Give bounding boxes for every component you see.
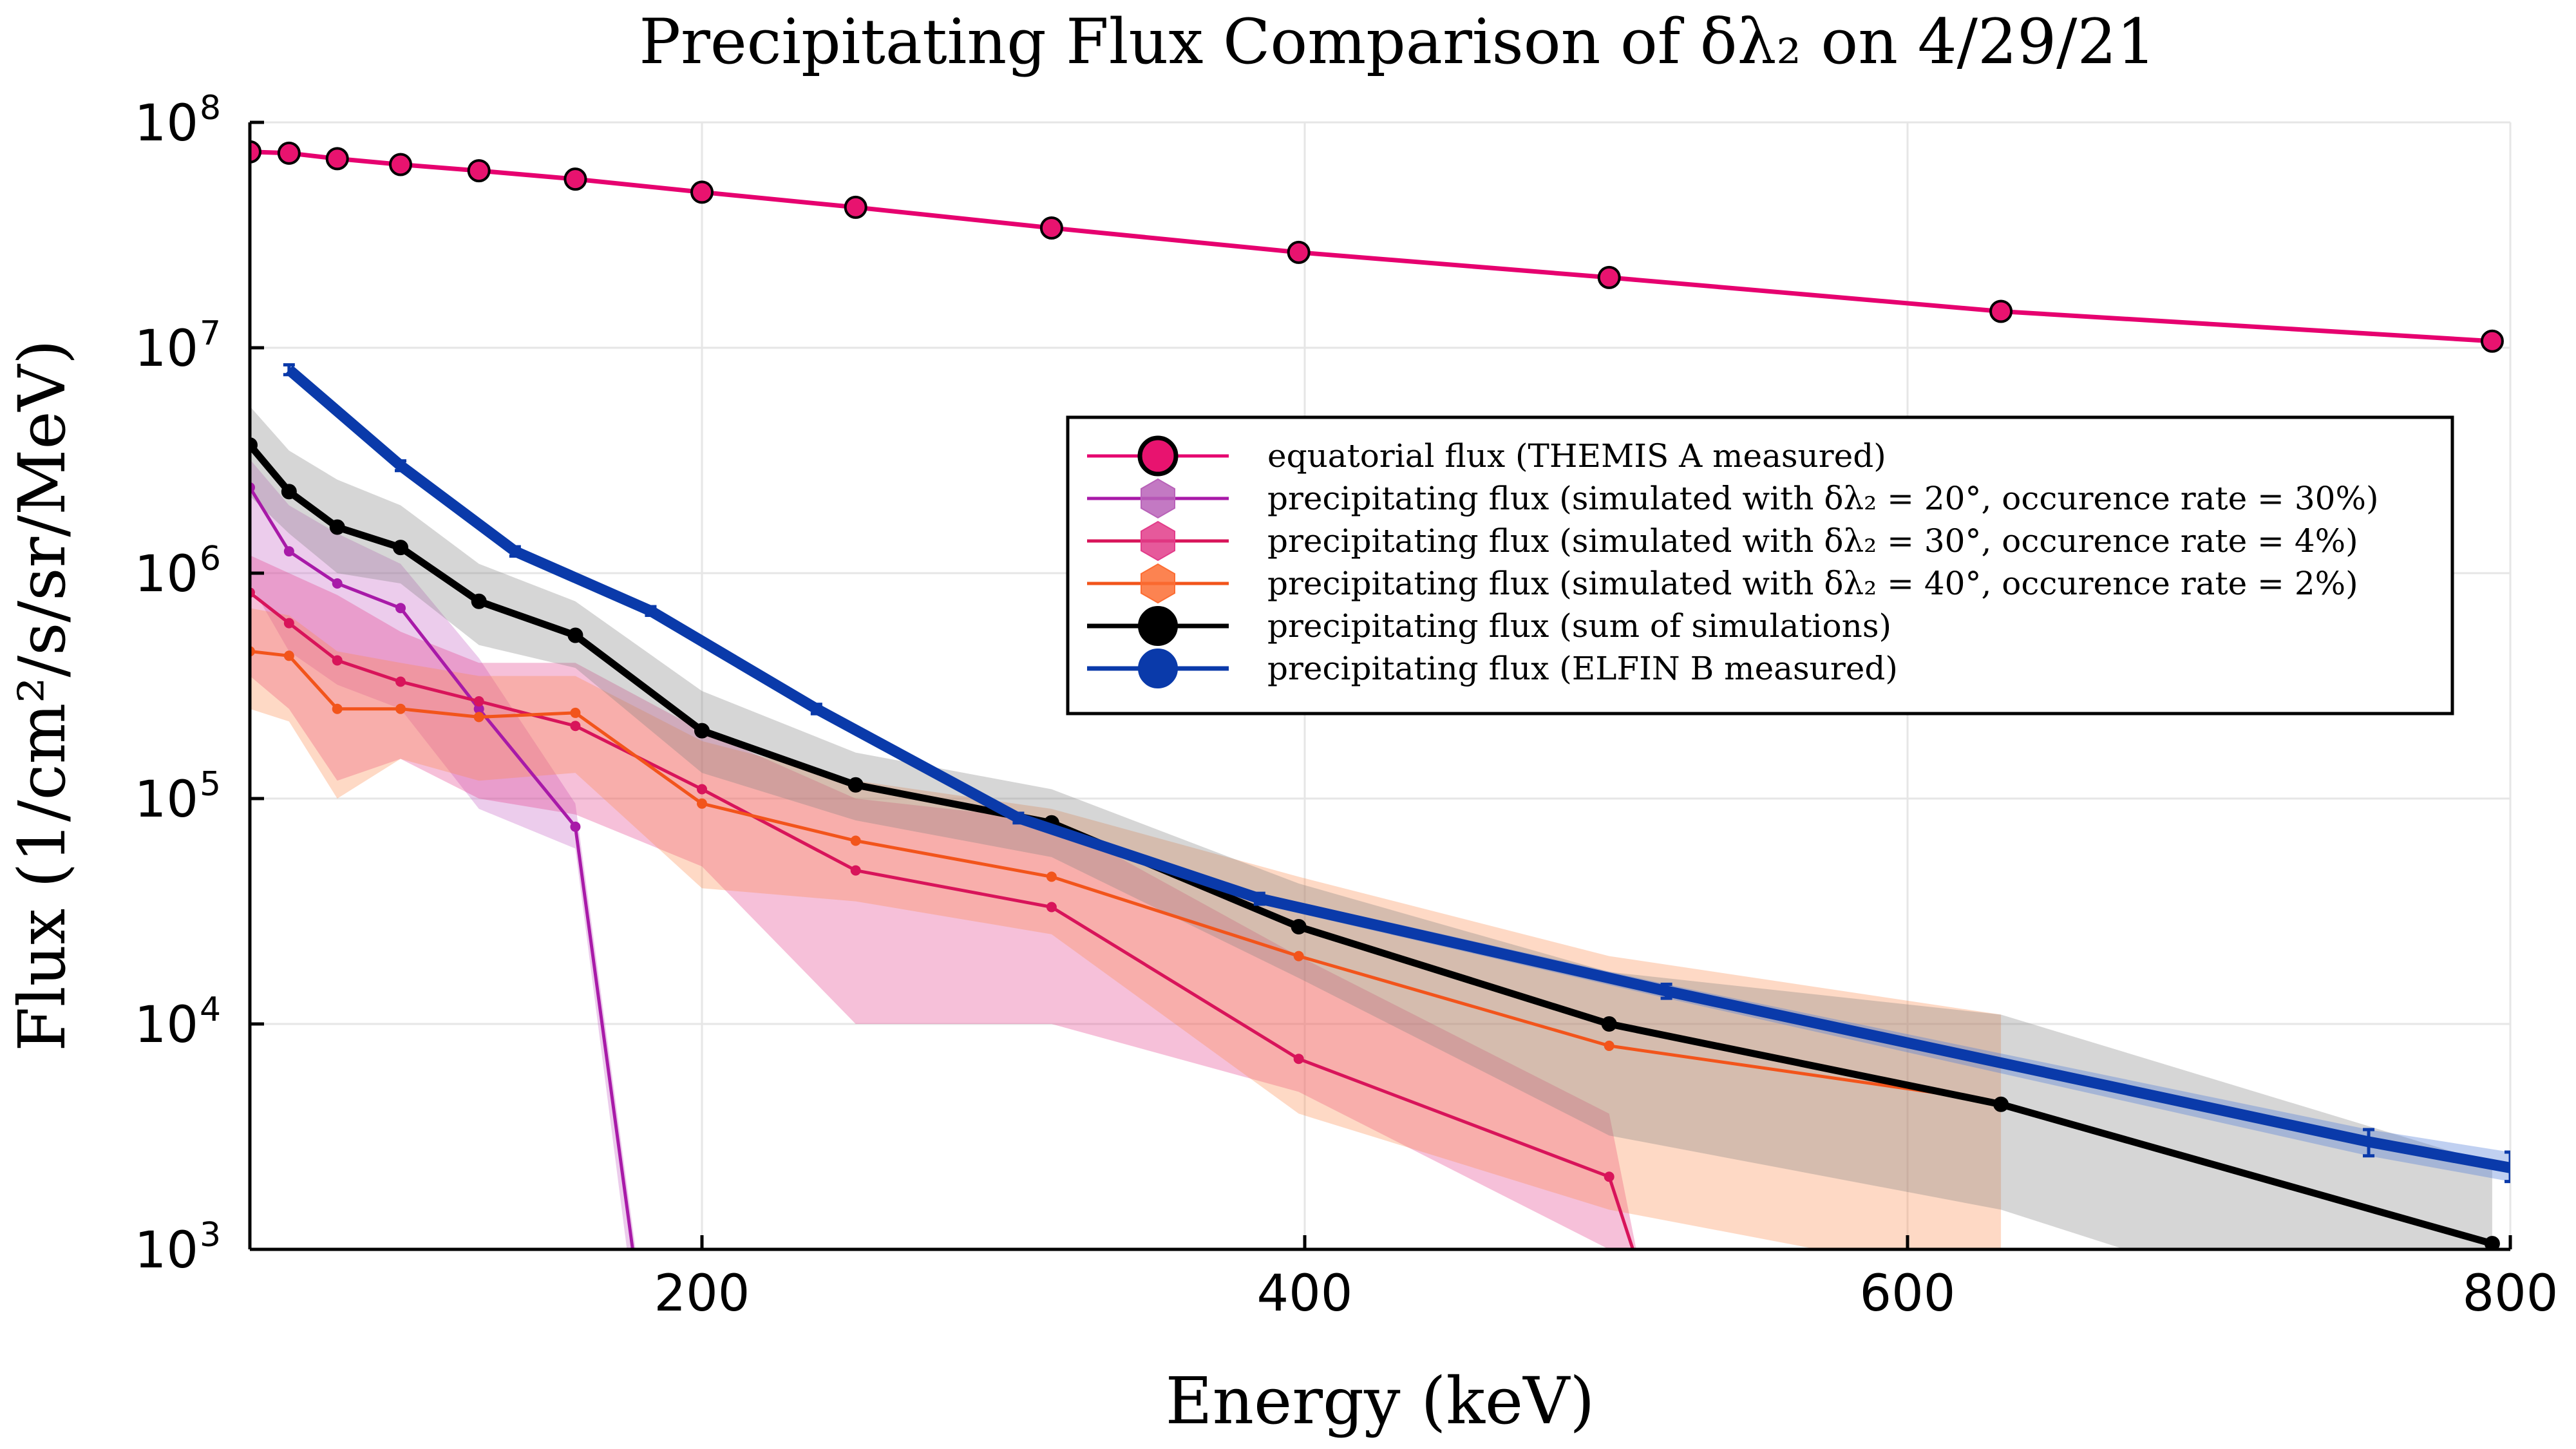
series-3-point <box>697 798 707 809</box>
series-2-point <box>1293 1054 1304 1065</box>
y-tick-exponent: 7 <box>200 314 221 353</box>
series-0-point <box>277 141 301 165</box>
legend-box <box>1066 415 2454 715</box>
series-1-point <box>570 821 581 832</box>
series-0-point <box>325 147 349 171</box>
series-4-point <box>567 627 583 643</box>
series-4-point <box>281 484 297 500</box>
series-1-band <box>250 459 636 1249</box>
series-1-point <box>283 546 294 557</box>
series-5-line <box>285 365 2510 1173</box>
legend-entry-label: precipitating flux (simulated with δλ₂ =… <box>1267 565 2358 602</box>
series-4-point <box>694 723 710 739</box>
series-2-point <box>473 696 484 707</box>
series-3-point <box>395 703 406 714</box>
series-2-point <box>332 655 343 666</box>
x-tick-label: 400 <box>1257 1265 1353 1323</box>
legend: equatorial flux (THEMIS A measured) preci… <box>1066 415 2454 715</box>
series-0-point <box>389 153 412 176</box>
legend-swatch-marker <box>1138 606 1178 646</box>
series-2-point <box>850 865 861 876</box>
series-2-point <box>1604 1171 1615 1182</box>
series-2-point <box>697 784 707 795</box>
series-4-point <box>1601 1016 1617 1032</box>
y-tick-exponent: 6 <box>200 540 221 578</box>
series-3-point <box>1046 871 1057 882</box>
x-axis-label: Energy (keV) <box>1166 1363 1595 1439</box>
series-2-point <box>1046 902 1057 913</box>
legend-entry-label: precipitating flux (simulated with δλ₂ =… <box>1267 480 2379 517</box>
series-1-point <box>631 1267 640 1276</box>
y-tick-exponent: 4 <box>200 990 221 1029</box>
y-tick-label: 10 <box>135 996 198 1054</box>
series-3-band <box>250 608 2002 1249</box>
series-3-point <box>1604 1040 1615 1051</box>
series-4-point <box>250 437 258 453</box>
y-tick-exponent: 5 <box>200 765 221 804</box>
series-4-point <box>471 593 487 609</box>
legend-swatch-marker <box>1137 435 1179 477</box>
y-tick-label: 10 <box>135 320 198 378</box>
legend-swatch-marker <box>1141 563 1175 604</box>
series-3-point <box>1293 951 1304 961</box>
legend-swatch-marker <box>1141 478 1175 519</box>
legend-swatch-marker <box>1141 520 1175 562</box>
series-2-point <box>1632 1255 1641 1264</box>
series-1-point <box>395 603 406 614</box>
x-tick-label: 600 <box>1860 1265 1956 1323</box>
series-0-point <box>690 180 714 204</box>
series-0-point <box>844 195 867 219</box>
series-4-point <box>329 519 345 535</box>
series-4-point <box>393 540 408 556</box>
y-tick-exponent: 3 <box>200 1216 221 1255</box>
series-3-point <box>570 707 581 718</box>
legend-entry-label: precipitating flux (sum of simulations) <box>1267 607 1891 645</box>
series-4-band <box>250 406 2492 1249</box>
series-3-point <box>850 835 861 846</box>
series-0-point <box>1989 299 2013 323</box>
series-0-point <box>250 140 261 164</box>
x-tick-label: 200 <box>654 1265 750 1323</box>
x-tick-label: 800 <box>2463 1265 2559 1323</box>
series-3-point <box>332 703 343 714</box>
series-0-point <box>1597 265 1621 289</box>
series-layer <box>250 140 2510 1276</box>
series-3-line <box>250 649 2002 1104</box>
series-0-point <box>1287 240 1311 264</box>
series-0-point <box>1039 216 1063 240</box>
series-1-point <box>332 578 343 589</box>
y-tick-label: 10 <box>135 771 198 829</box>
chart-title: Precipitating Flux Comparison of δλ₂ on … <box>639 6 2155 78</box>
series-4-point <box>848 777 864 793</box>
series-0-point <box>2480 329 2504 353</box>
y-tick-label: 10 <box>135 545 198 603</box>
series-4-point <box>1993 1096 2009 1112</box>
y-tick-exponent: 8 <box>200 89 221 128</box>
series-0-point <box>564 167 587 191</box>
series-4-point <box>1291 919 1307 935</box>
series-3-point <box>473 712 484 723</box>
y-axis-label: Flux (1/cm²/s/sr/MeV) <box>5 339 80 1052</box>
y-tick-label: 10 <box>135 95 198 153</box>
legend-entry-label: precipitating flux (ELFIN B measured) <box>1267 650 1898 687</box>
series-3-point <box>283 650 294 661</box>
legend-entry-label: precipitating flux (simulated with δλ₂ =… <box>1267 522 2358 560</box>
series-2-point <box>283 618 294 629</box>
series-4-point <box>2484 1236 2500 1249</box>
series-0-point <box>467 159 491 183</box>
series-2-point <box>570 721 581 732</box>
y-tick-label: 10 <box>135 1222 198 1280</box>
legend-swatch-marker <box>1138 649 1178 688</box>
series-2-point <box>395 676 406 687</box>
legend-entry-label: equatorial flux (THEMIS A measured) <box>1267 437 1886 475</box>
